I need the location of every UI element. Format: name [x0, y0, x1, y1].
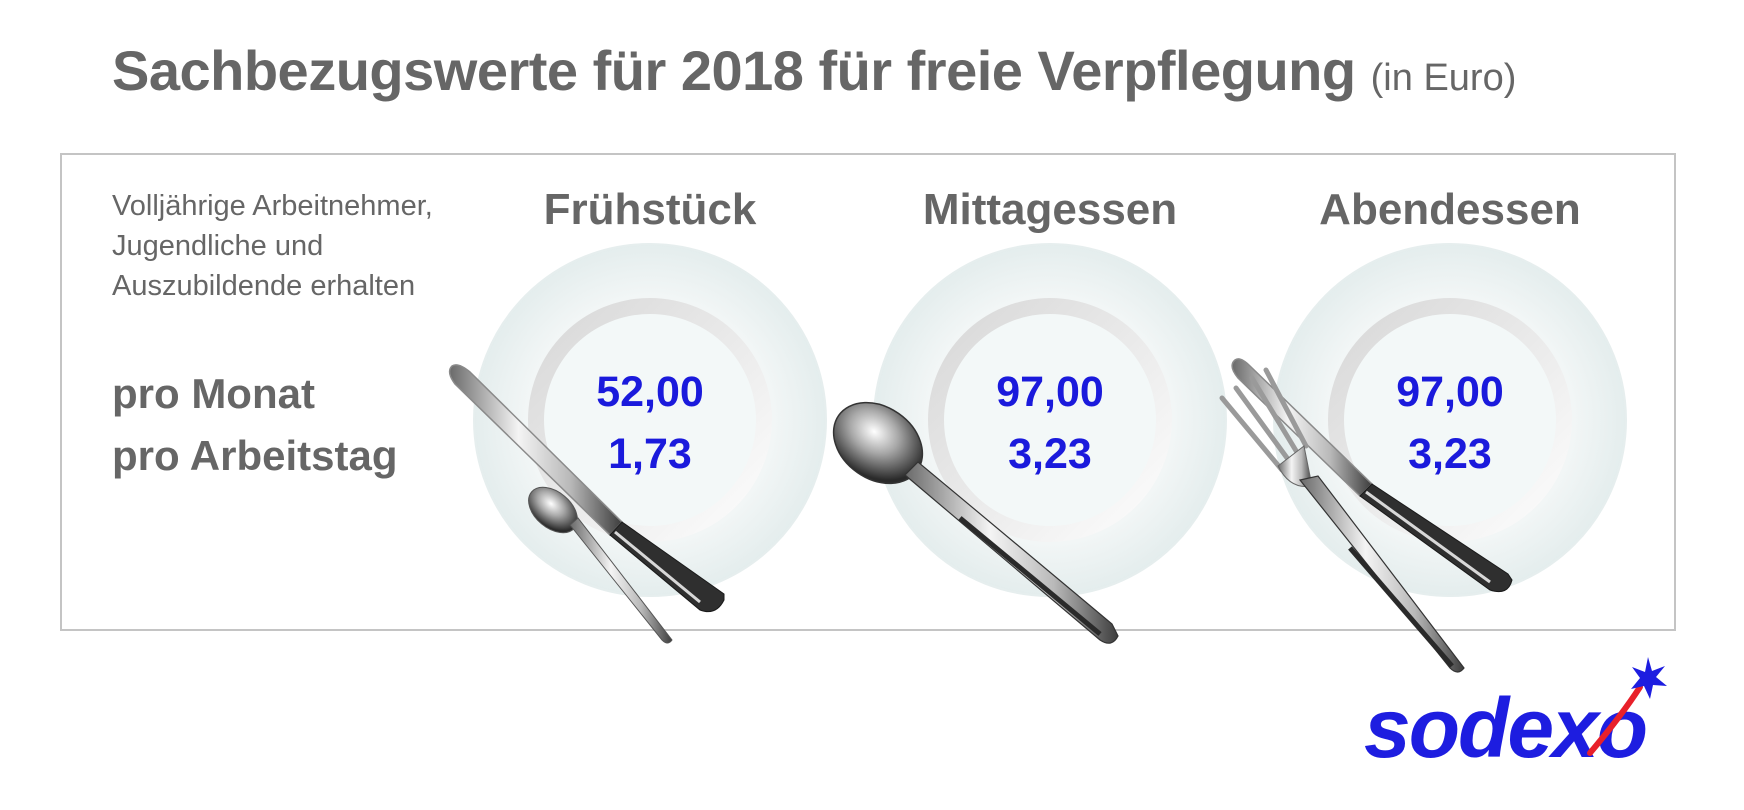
- row-label-per-workday: pro Arbeitstag: [112, 432, 398, 479]
- meal-heading-breakfast: Frühstück: [543, 185, 757, 234]
- intro-line: Volljährige Arbeitnehmer,: [112, 190, 433, 222]
- logo-text: sodexo: [1364, 681, 1646, 775]
- meal-heading-dinner: Abendessen: [1319, 185, 1581, 234]
- star-icon: [1631, 657, 1667, 699]
- breakfast-per-month: 52,00: [596, 368, 704, 416]
- page-title: Sachbezugswerte für 2018 für freie Verpf…: [112, 38, 1516, 103]
- plate-icon: [1273, 243, 1627, 597]
- title-unit: (in Euro): [1370, 57, 1517, 99]
- lunch-per-month: 97,00: [996, 368, 1104, 416]
- dinner-per-workday: 3,23: [1408, 430, 1492, 478]
- meal-heading-lunch: Mittagessen: [922, 185, 1178, 234]
- dinner-per-month: 97,00: [1396, 368, 1504, 416]
- row-label-per-month: pro Monat: [112, 370, 315, 417]
- intro-line: Auszubildende erhalten: [112, 270, 416, 302]
- breakfast-per-workday: 1,73: [608, 430, 692, 478]
- sodexo-logo: sodexo: [1364, 657, 1667, 775]
- title-main: Sachbezugswerte für 2018 für freie Verpf…: [112, 39, 1356, 102]
- lunch-per-workday: 3,23: [1008, 430, 1092, 478]
- intro-line: Jugendliche und: [112, 230, 324, 262]
- intro-text: Volljährige Arbeitnehmer, Jugendliche un…: [112, 186, 433, 306]
- plate-icon: [873, 243, 1227, 597]
- plate-icon: [473, 243, 827, 597]
- content-frame: [60, 153, 1676, 631]
